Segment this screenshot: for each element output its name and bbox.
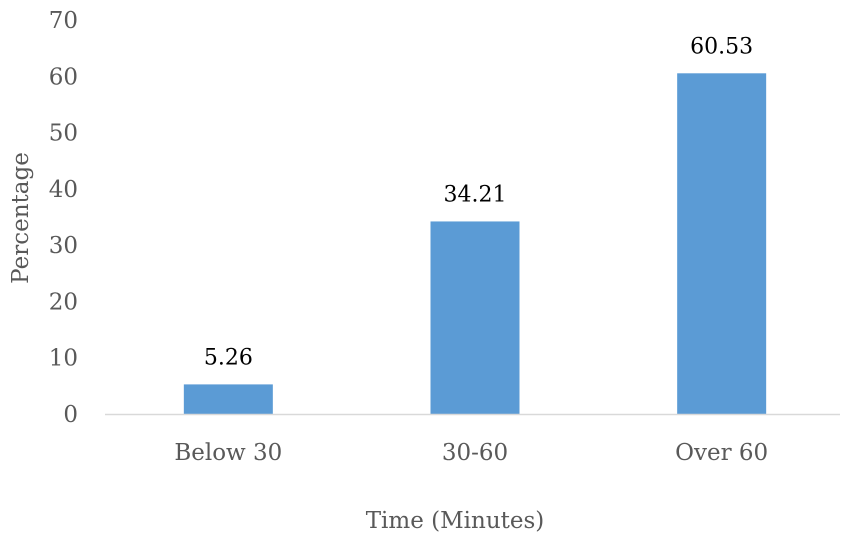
y-tick-label: 50 bbox=[49, 121, 78, 147]
data-label: 5.26 bbox=[204, 345, 253, 370]
x-axis-title: Time (Minutes) bbox=[366, 508, 545, 534]
x-axis-ticks: Below 30 30-60 Over 60 bbox=[174, 440, 768, 466]
y-axis-ticks: 0 10 20 30 40 50 60 70 bbox=[49, 8, 78, 428]
y-tick-label: 0 bbox=[63, 402, 78, 428]
y-axis-title: Percentage bbox=[8, 152, 34, 284]
y-tick-label: 70 bbox=[49, 8, 78, 34]
x-tick-label: Below 30 bbox=[174, 440, 282, 466]
data-labels: 5.26 34.21 60.53 bbox=[204, 34, 753, 370]
data-label: 34.21 bbox=[444, 182, 507, 207]
y-tick-label: 30 bbox=[49, 233, 78, 259]
y-tick-label: 40 bbox=[49, 177, 78, 203]
x-tick-label: Over 60 bbox=[675, 440, 768, 466]
bars bbox=[183, 73, 767, 414]
y-tick-label: 10 bbox=[49, 346, 78, 372]
bar bbox=[183, 384, 273, 414]
y-tick-label: 60 bbox=[49, 64, 78, 90]
y-tick-label: 20 bbox=[49, 289, 78, 315]
bar bbox=[430, 221, 520, 414]
x-tick-label: 30-60 bbox=[442, 440, 508, 466]
data-label: 60.53 bbox=[690, 34, 753, 59]
bar bbox=[677, 73, 767, 414]
